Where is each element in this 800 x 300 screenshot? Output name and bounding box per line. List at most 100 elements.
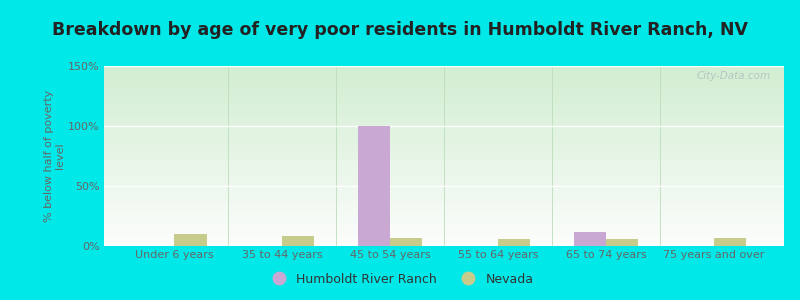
- Bar: [104, 221, 784, 223]
- Bar: [498, 239, 530, 246]
- Bar: [390, 238, 422, 246]
- Bar: [606, 239, 638, 246]
- Bar: [104, 217, 784, 219]
- Text: City-Data.com: City-Data.com: [696, 71, 770, 81]
- Bar: [104, 232, 784, 233]
- Bar: [104, 125, 784, 127]
- Bar: [104, 116, 784, 118]
- Bar: [174, 234, 206, 246]
- Bar: [104, 212, 784, 214]
- Bar: [104, 129, 784, 131]
- Bar: [104, 93, 784, 95]
- Bar: [104, 138, 784, 140]
- Bar: [104, 124, 784, 125]
- Bar: [104, 91, 784, 93]
- Bar: [104, 206, 784, 208]
- Bar: [104, 109, 784, 111]
- Bar: [104, 181, 784, 183]
- Bar: [104, 210, 784, 212]
- Bar: [104, 97, 784, 98]
- Bar: [104, 242, 784, 244]
- Bar: [104, 237, 784, 239]
- Bar: [104, 133, 784, 134]
- Bar: [104, 152, 784, 154]
- Bar: [104, 197, 784, 199]
- Bar: [104, 170, 784, 172]
- Bar: [104, 214, 784, 215]
- Bar: [104, 71, 784, 73]
- Bar: [104, 111, 784, 113]
- Bar: [104, 187, 784, 188]
- Bar: [104, 89, 784, 91]
- Bar: [104, 205, 784, 206]
- Bar: [104, 80, 784, 82]
- Bar: [104, 68, 784, 70]
- Bar: [104, 183, 784, 185]
- Bar: [104, 113, 784, 115]
- Bar: [104, 127, 784, 129]
- Bar: [104, 88, 784, 89]
- Bar: [104, 239, 784, 241]
- Bar: [104, 178, 784, 179]
- Bar: [104, 95, 784, 97]
- Bar: [104, 154, 784, 156]
- Bar: [104, 79, 784, 80]
- Bar: [104, 235, 784, 237]
- Bar: [104, 140, 784, 142]
- Bar: [358, 126, 390, 246]
- Bar: [104, 131, 784, 133]
- Bar: [104, 151, 784, 152]
- Bar: [104, 172, 784, 174]
- Bar: [104, 165, 784, 167]
- Bar: [104, 66, 784, 68]
- Bar: [104, 244, 784, 246]
- Bar: [104, 75, 784, 77]
- Bar: [104, 224, 784, 226]
- Text: Breakdown by age of very poor residents in Humboldt River Ranch, NV: Breakdown by age of very poor residents …: [52, 21, 748, 39]
- Bar: [104, 77, 784, 79]
- Bar: [104, 196, 784, 197]
- Bar: [104, 158, 784, 160]
- Bar: [282, 236, 314, 246]
- Bar: [104, 174, 784, 176]
- Bar: [104, 115, 784, 116]
- Bar: [714, 238, 746, 246]
- Bar: [104, 201, 784, 203]
- Bar: [104, 176, 784, 178]
- Bar: [104, 226, 784, 228]
- Bar: [104, 215, 784, 217]
- Bar: [104, 149, 784, 151]
- Bar: [104, 118, 784, 120]
- Bar: [104, 233, 784, 235]
- Bar: [104, 241, 784, 242]
- Bar: [104, 223, 784, 224]
- Bar: [104, 122, 784, 124]
- Bar: [104, 160, 784, 161]
- Bar: [104, 84, 784, 86]
- Bar: [104, 106, 784, 107]
- Bar: [104, 107, 784, 109]
- Bar: [104, 102, 784, 104]
- Bar: [104, 188, 784, 190]
- Bar: [104, 161, 784, 163]
- Bar: [104, 230, 784, 232]
- Bar: [104, 167, 784, 169]
- Bar: [104, 104, 784, 106]
- Y-axis label: % below half of poverty
level: % below half of poverty level: [44, 90, 66, 222]
- Bar: [104, 120, 784, 122]
- Bar: [104, 136, 784, 138]
- Bar: [104, 73, 784, 75]
- Bar: [104, 194, 784, 196]
- Bar: [104, 203, 784, 205]
- Bar: [104, 134, 784, 136]
- Bar: [574, 232, 606, 246]
- Bar: [104, 70, 784, 71]
- Bar: [104, 179, 784, 181]
- Bar: [104, 156, 784, 158]
- Bar: [104, 142, 784, 143]
- Bar: [104, 192, 784, 194]
- Bar: [104, 147, 784, 149]
- Bar: [104, 199, 784, 201]
- Bar: [104, 190, 784, 192]
- Bar: [104, 98, 784, 100]
